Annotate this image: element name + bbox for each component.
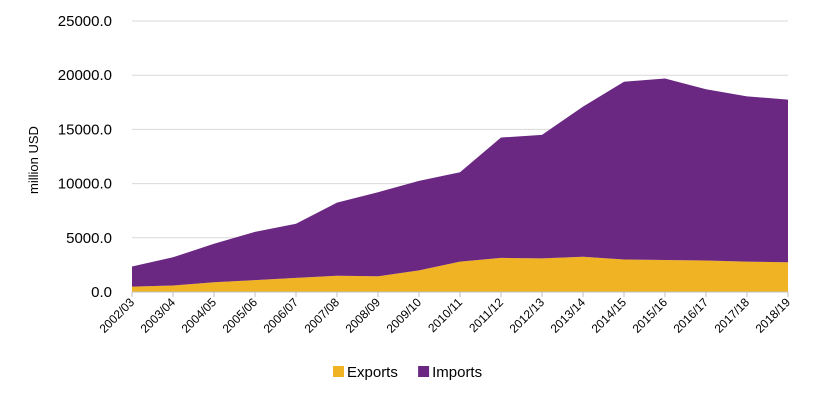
x-tick-label: 2008/09 [343,295,384,336]
y-tick-label: 10000.0 [58,176,112,193]
y-tick-label: 20000.0 [58,67,112,84]
x-tick-label: 2006/07 [261,295,302,336]
y-tick-label: 15000.0 [58,121,112,138]
x-tick-label: 2013/14 [548,295,589,336]
x-tick-label: 2011/12 [466,295,506,335]
x-tick-label: 2010/11 [425,295,465,335]
legend: Exports Imports [333,364,482,381]
legend-label-imports: Imports [432,364,482,381]
x-tick-label: 2012/13 [507,295,548,336]
plot-area [132,78,788,292]
x-tick-label: 2005/06 [220,295,261,336]
x-tick-label: 2007/08 [302,295,343,336]
x-tick-label: 2018/19 [753,295,794,336]
legend-label-exports: Exports [347,364,398,381]
y-tick-label: 0.0 [91,284,112,301]
y-tick-label: 25000.0 [58,13,112,30]
x-tick-label: 2017/18 [712,295,753,336]
x-tick-label: 2014/15 [589,295,630,336]
legend-swatch-imports [418,366,430,377]
y-axis-title: million USD [26,126,41,194]
x-tick-label: 2004/05 [179,295,220,336]
x-tick-label: 2003/04 [138,295,179,336]
series-area-imports [132,78,788,287]
y-tick-label: 5000.0 [66,230,112,247]
legend-swatch-exports [333,366,344,377]
series-area-exports [132,256,788,292]
x-tick-label: 2016/17 [671,295,712,336]
x-tick-label: 2015/16 [630,295,671,336]
x-tick-label: 2009/10 [384,295,425,336]
x-tick-label: 2002/03 [97,295,138,336]
